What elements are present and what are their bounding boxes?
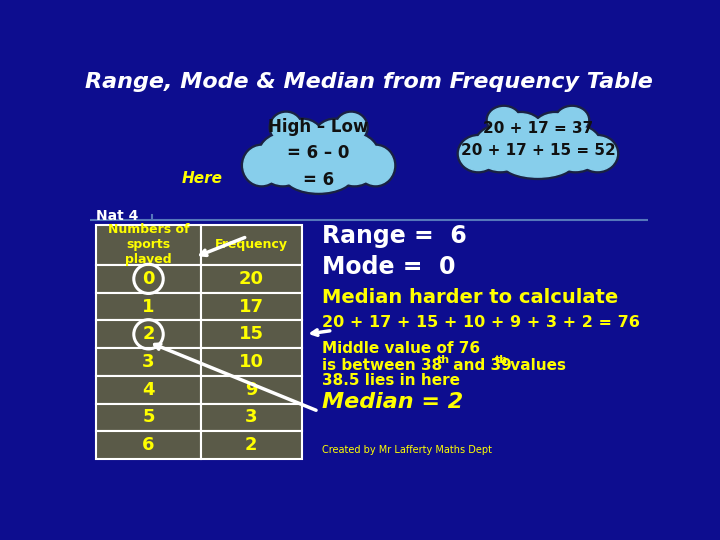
Ellipse shape [271,113,301,141]
Ellipse shape [488,107,519,132]
Ellipse shape [358,146,394,185]
Ellipse shape [457,134,500,173]
Ellipse shape [336,113,366,141]
FancyBboxPatch shape [96,348,201,376]
Text: Numbers of
sports
played: Numbers of sports played [108,224,189,266]
Ellipse shape [500,114,542,147]
Text: Median = 2: Median = 2 [323,392,464,412]
FancyBboxPatch shape [90,65,648,481]
Text: 20 + 17 = 37
20 + 17 + 15 = 52: 20 + 17 = 37 20 + 17 + 15 = 52 [461,121,616,158]
Ellipse shape [258,134,307,185]
FancyBboxPatch shape [96,225,201,265]
Text: Middle value of 76: Middle value of 76 [323,341,481,356]
Ellipse shape [579,137,616,171]
Text: 2: 2 [143,325,155,343]
Ellipse shape [334,111,368,144]
Ellipse shape [241,144,282,187]
FancyBboxPatch shape [96,431,201,459]
Text: Nat 4: Nat 4 [96,209,138,222]
Text: 1: 1 [143,298,155,315]
Text: 2: 2 [245,436,258,454]
Ellipse shape [286,127,351,187]
Text: 0: 0 [143,270,155,288]
Text: Median harder to calculate: Median harder to calculate [323,288,618,307]
Text: 20 + 17 + 15 + 10 + 9 + 3 + 2 = 76: 20 + 17 + 15 + 10 + 9 + 3 + 2 = 76 [323,315,640,330]
Text: 4: 4 [143,381,155,399]
FancyBboxPatch shape [96,320,201,348]
FancyBboxPatch shape [96,265,201,293]
Text: Here: Here [181,171,222,186]
Text: values: values [505,357,567,373]
Ellipse shape [282,154,355,194]
Text: 15: 15 [239,325,264,343]
FancyBboxPatch shape [201,403,302,431]
Ellipse shape [284,125,354,190]
Ellipse shape [502,146,574,177]
Ellipse shape [550,126,601,171]
Text: 3: 3 [245,408,258,427]
Ellipse shape [534,114,576,147]
Text: Range =  6: Range = 6 [323,224,467,248]
Ellipse shape [486,105,521,134]
FancyBboxPatch shape [201,431,302,459]
Ellipse shape [282,120,323,159]
Ellipse shape [459,137,497,171]
FancyBboxPatch shape [201,293,302,320]
Ellipse shape [531,111,579,150]
Text: High – Low
= 6 – 0
= 6: High – Low = 6 – 0 = 6 [269,118,369,189]
Ellipse shape [284,157,353,192]
Ellipse shape [312,118,358,161]
Ellipse shape [502,118,575,176]
FancyBboxPatch shape [96,403,201,431]
Text: 6: 6 [143,436,155,454]
FancyBboxPatch shape [96,293,201,320]
Ellipse shape [504,120,572,173]
Ellipse shape [244,146,279,185]
Text: Created by Mr Lafferty Maths Dept: Created by Mr Lafferty Maths Dept [323,445,492,455]
FancyBboxPatch shape [201,376,302,403]
Ellipse shape [356,144,396,187]
Text: and 39: and 39 [448,357,512,373]
Ellipse shape [557,107,588,132]
Ellipse shape [315,120,355,159]
Ellipse shape [256,132,310,187]
Ellipse shape [554,105,590,134]
Text: Range, Mode & Median from Frequency Table: Range, Mode & Median from Frequency Tabl… [85,72,653,92]
Text: 3: 3 [143,353,155,371]
Ellipse shape [472,124,528,173]
Ellipse shape [577,134,618,173]
Ellipse shape [475,126,526,171]
Ellipse shape [330,134,379,185]
Ellipse shape [279,118,325,161]
Text: is between 38: is between 38 [323,357,443,373]
FancyBboxPatch shape [201,320,302,348]
Text: 20: 20 [239,270,264,288]
Ellipse shape [269,111,303,144]
FancyBboxPatch shape [201,265,302,293]
Text: th: th [437,355,450,366]
Ellipse shape [548,124,603,173]
FancyBboxPatch shape [201,225,302,265]
FancyBboxPatch shape [96,376,201,403]
Ellipse shape [328,132,381,187]
Text: th: th [495,355,508,366]
Text: 5: 5 [143,408,155,427]
Text: Mode =  0: Mode = 0 [323,254,456,279]
FancyBboxPatch shape [201,348,302,376]
Text: 9: 9 [245,381,258,399]
Text: 38.5 lies in here: 38.5 lies in here [323,373,461,388]
Ellipse shape [500,144,576,179]
Text: 10: 10 [239,353,264,371]
Text: Frequency: Frequency [215,239,288,252]
Ellipse shape [498,111,544,150]
Text: 17: 17 [239,298,264,315]
